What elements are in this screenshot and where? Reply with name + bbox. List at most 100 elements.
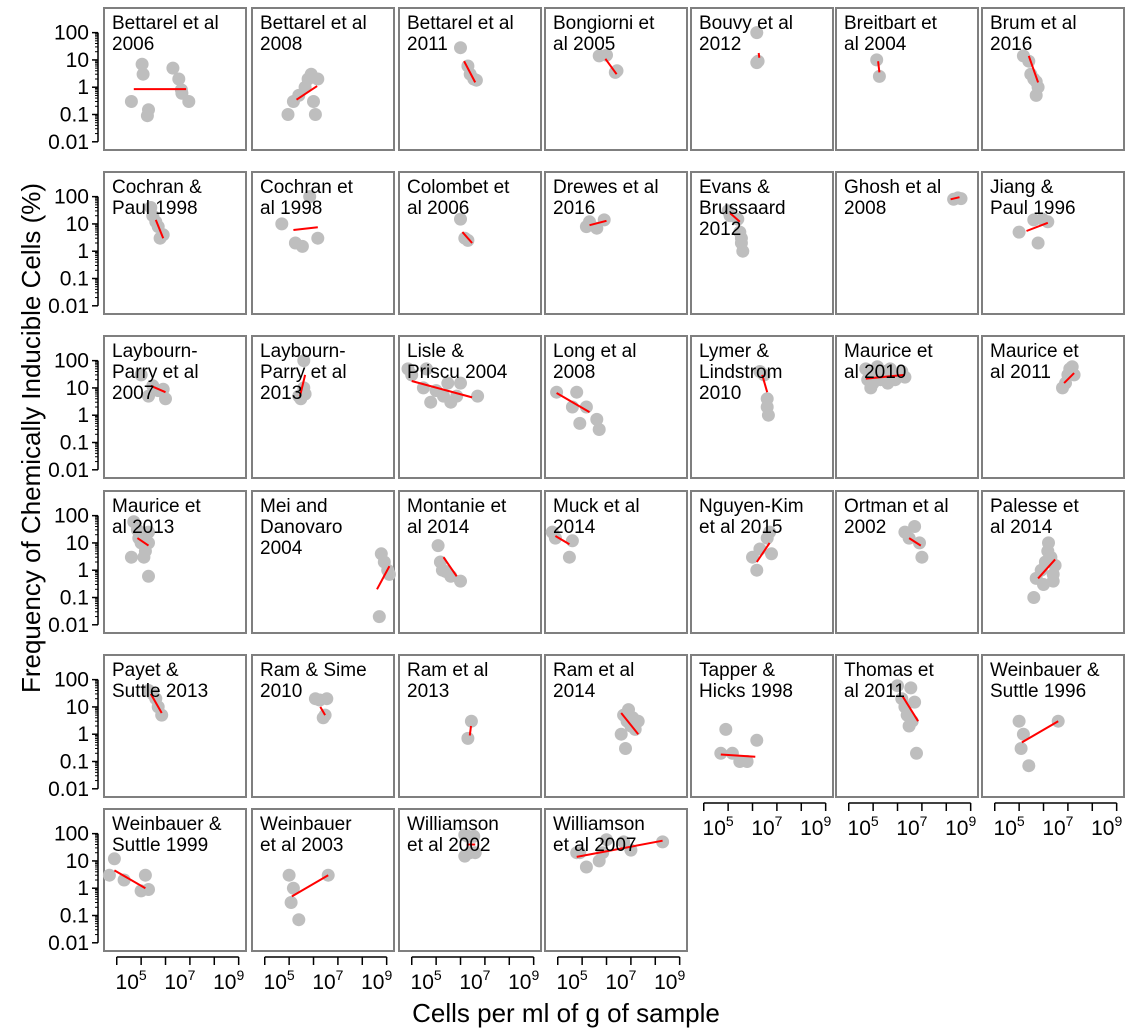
- x-tick-label: 105: [411, 967, 442, 994]
- x-tick-label: 107: [751, 813, 782, 840]
- panel-title: Danovaro: [260, 517, 342, 538]
- data-point: [284, 896, 298, 909]
- data-point: [307, 95, 320, 108]
- data-point: [954, 192, 968, 206]
- data-point: [461, 233, 475, 247]
- panel-title: Laybourn-: [112, 341, 198, 362]
- data-point: [913, 536, 926, 550]
- panel-title: 2010: [699, 383, 741, 404]
- panel-frame: [690, 171, 834, 315]
- panel: Payet &Suttle 2013 0.01 0.1 1 10 100: [48, 654, 247, 801]
- panel-title: 2002: [844, 517, 886, 538]
- y-tick-label: 1: [77, 723, 89, 746]
- panel-title: al 2004: [844, 34, 907, 55]
- data-point: [590, 412, 604, 426]
- data-point: [579, 400, 593, 414]
- x-tick-label: 107: [459, 967, 490, 994]
- panel-title: 2011: [407, 34, 448, 55]
- y-tick-label: 10: [66, 532, 89, 555]
- data-point: [107, 852, 121, 866]
- panel-title: Tapper &: [699, 660, 775, 681]
- panel-frame: [398, 335, 542, 479]
- data-point: [124, 95, 138, 108]
- y-tick-label: 0.01: [48, 295, 89, 318]
- fit-line: [556, 392, 591, 413]
- fit-line: [604, 58, 618, 75]
- data-point: [295, 239, 309, 253]
- data-point: [898, 370, 912, 384]
- fit-line: [554, 535, 570, 546]
- fit-line: [865, 373, 905, 380]
- panel-title: et al 2007: [553, 835, 636, 856]
- y-tick-label: 0.1: [60, 905, 89, 928]
- panel: Cochran &Paul 1998 0.01 0.1 1 10 100: [48, 171, 247, 318]
- panel-title: Bouvy et al: [699, 13, 793, 34]
- panel: Jiang &Paul 1996: [981, 171, 1125, 315]
- y-tick-label: 100: [54, 22, 89, 45]
- data-point: [1014, 742, 1028, 755]
- y-tick-label: 0.01: [48, 131, 89, 154]
- panel-title: Evans &: [699, 177, 770, 198]
- panel-title: al 2005: [553, 34, 615, 55]
- x-tick-label: 107: [312, 967, 343, 994]
- panel: Weinbauer &Suttle 1996 105 107 109: [981, 654, 1125, 840]
- data-point: [281, 108, 295, 121]
- y-tick-label: 0.1: [60, 268, 89, 291]
- panel: Lisle &Priscu 2004: [398, 335, 542, 479]
- data-point: [905, 714, 919, 728]
- panel-title: Weinbauer &: [112, 814, 222, 835]
- data-point: [765, 547, 778, 561]
- data-point: [441, 376, 455, 390]
- data-point: [454, 574, 467, 588]
- data-point: [1022, 759, 1036, 773]
- x-tick-label: 107: [896, 813, 927, 840]
- panel-frame: [981, 171, 1125, 315]
- data-point: [740, 755, 754, 768]
- panel-frame: [544, 7, 688, 151]
- panel-title: et al 2003: [260, 835, 343, 856]
- panel-title: Colombet et: [407, 177, 510, 198]
- panel-title: Bettarel et al: [112, 13, 219, 34]
- data-point: [308, 108, 322, 121]
- data-point: [303, 190, 317, 204]
- panel-frame: [103, 335, 247, 479]
- x-tick-label: 105: [116, 967, 147, 994]
- panel-title: Parry et al: [112, 362, 199, 383]
- y-tick-label: 0.1: [60, 104, 89, 127]
- data-point: [573, 416, 587, 430]
- panel-frame: [103, 654, 247, 798]
- x-tick-label: 107: [605, 967, 636, 994]
- data-point: [750, 26, 764, 40]
- panel-title: Jiang &: [990, 177, 1054, 198]
- x-tick-label: 109: [945, 813, 976, 840]
- panel-title: Laybourn-: [260, 341, 346, 362]
- panel-frame: [103, 171, 247, 315]
- data-point: [292, 913, 306, 927]
- fit-line: [877, 61, 881, 73]
- fit-line: [154, 219, 165, 239]
- x-tick-label: 105: [703, 813, 734, 840]
- data-point: [461, 731, 475, 745]
- panel-title: Ram et al: [553, 660, 634, 681]
- panel-title: Cochran &: [112, 177, 202, 198]
- data-point: [757, 368, 771, 382]
- fit-line: [1037, 558, 1056, 580]
- panel-title: Suttle 2013: [112, 681, 208, 702]
- data-point: [751, 54, 765, 68]
- data-point: [614, 727, 628, 741]
- fit-line: [376, 565, 391, 590]
- panel-title: Payet &: [112, 660, 179, 681]
- panel-frame: [981, 335, 1125, 479]
- fit-line: [295, 85, 318, 101]
- data-point: [142, 525, 155, 539]
- panel-title: 2016: [990, 34, 1032, 55]
- panel-title: Williamson: [407, 814, 499, 835]
